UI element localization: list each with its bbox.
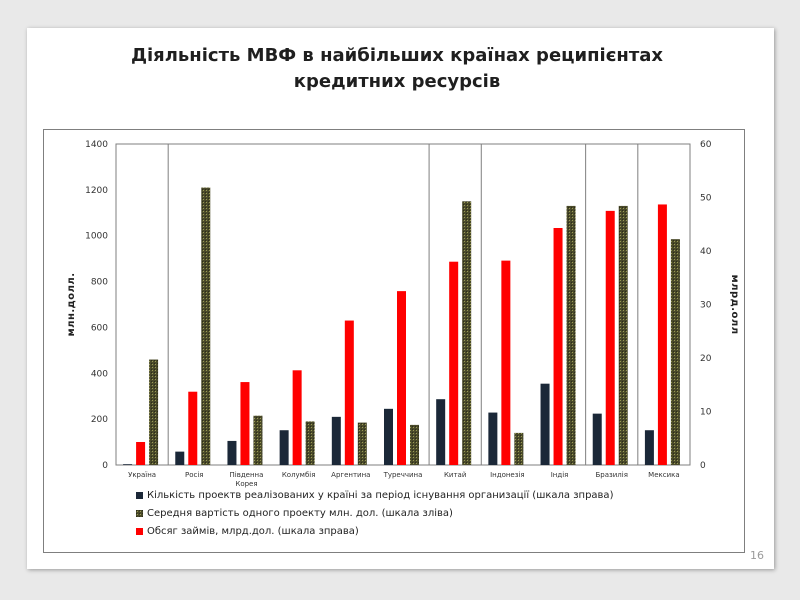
x-tick-label: Україна — [128, 471, 156, 479]
y-right-tick-label: 30 — [700, 301, 712, 311]
y-left-axis-title: млн.долл. — [66, 272, 77, 336]
y-left-tick-label: 600 — [91, 323, 108, 333]
x-tick-label: Корея — [235, 480, 257, 488]
slide-title: Діяльність МВФ в найбільших країнах реци… — [87, 43, 707, 95]
y-left-tick-label: 1200 — [85, 186, 108, 196]
bar-avg-cost — [410, 424, 419, 465]
y-left-tick-label: 800 — [91, 278, 108, 288]
bar-avg-cost — [201, 187, 211, 466]
slide-title-line-2: кредитних ресурсів — [293, 71, 501, 92]
bar-loans — [397, 291, 406, 465]
y-right-tick-label: 20 — [700, 354, 712, 364]
bar-avg-cost — [618, 205, 628, 465]
x-tick-label: Індія — [551, 471, 569, 479]
bar-projects — [592, 413, 602, 465]
y-right-axis-title: млрд.олл — [729, 274, 740, 334]
bar-projects — [488, 412, 498, 465]
bar-chart: 0 200 400 600 800 1000 1200 1400 0 10 20 30 40 50 60 мл… — [66, 140, 740, 537]
bar-projects — [227, 440, 237, 465]
bar-projects — [540, 383, 550, 465]
bar-loans — [501, 260, 511, 465]
bar-loans — [449, 261, 459, 465]
bar-projects — [175, 451, 185, 465]
bar-projects — [331, 416, 341, 465]
chart-area: 0 200 400 600 800 1000 1200 1400 0 10 20 30 40 50 60 мл… — [43, 129, 745, 553]
bar-loans — [240, 382, 250, 465]
bar-projects — [436, 399, 446, 465]
legend-label: Середня вартість одного проекту млн. дол… — [147, 507, 453, 519]
bar-loans — [136, 441, 146, 465]
y-left-tick-label: 1400 — [85, 140, 108, 150]
y-right-tick-label: 50 — [700, 194, 712, 204]
bar-loans — [292, 370, 302, 465]
x-tick-label: Аргентина — [331, 471, 370, 479]
bar-projects — [279, 430, 289, 465]
bar-avg-cost — [357, 422, 367, 465]
bar-loans — [553, 227, 563, 465]
x-tick-label: Південна — [229, 471, 263, 479]
x-tick-label: Китай — [444, 471, 466, 479]
bar-avg-cost — [149, 359, 159, 465]
bar-projects — [384, 408, 393, 465]
bar-loans — [188, 391, 198, 465]
y-right-tick-label: 40 — [700, 247, 712, 257]
x-tick-label: Колумбія — [282, 471, 316, 479]
bar-projects — [123, 464, 133, 465]
bar-loans — [344, 320, 354, 465]
legend-swatch — [136, 528, 143, 535]
bar-loans — [657, 204, 667, 465]
legend-label: Обсяг займів, млрд.дол. (шкала зправа) — [147, 525, 359, 537]
legend-swatch — [136, 492, 143, 499]
x-tick-label: Росія — [185, 471, 204, 479]
y-right-tick-label: 0 — [700, 461, 706, 471]
bar-projects — [644, 430, 654, 465]
legend-label: Кількість проектв реалізованих у країні … — [147, 489, 614, 501]
x-tick-label: Мексика — [648, 471, 680, 479]
slide: Діяльність МВФ в найбільших країнах реци… — [27, 28, 774, 569]
slide-title-line-1: Діяльність МВФ в найбільших країнах реци… — [130, 45, 664, 66]
y-right-tick-label: 10 — [700, 408, 712, 418]
y-left-tick-label: 0 — [102, 461, 108, 471]
y-left-tick-label: 1000 — [85, 232, 108, 242]
bar-avg-cost — [670, 239, 680, 465]
bar-avg-cost — [462, 201, 472, 466]
slide-number: 16 — [750, 549, 764, 562]
x-tick-label: Індонезія — [490, 471, 525, 479]
bar-avg-cost — [253, 415, 263, 465]
y-left-tick-label: 400 — [91, 369, 108, 379]
x-tick-label: Бразилія — [596, 471, 628, 479]
x-tick-label: Туреччина — [383, 471, 423, 479]
bar-avg-cost — [305, 421, 315, 465]
bar-avg-cost — [566, 205, 576, 465]
bar-avg-cost — [514, 432, 524, 465]
legend-swatch — [136, 510, 143, 517]
y-left-tick-label: 200 — [91, 415, 108, 425]
y-right-tick-label: 60 — [700, 140, 712, 150]
bar-loans — [605, 210, 615, 465]
